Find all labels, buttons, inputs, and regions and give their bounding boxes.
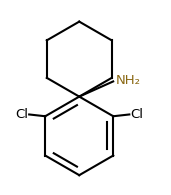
- Text: Cl: Cl: [130, 108, 143, 121]
- Text: Cl: Cl: [15, 108, 28, 121]
- Text: NH₂: NH₂: [116, 74, 141, 87]
